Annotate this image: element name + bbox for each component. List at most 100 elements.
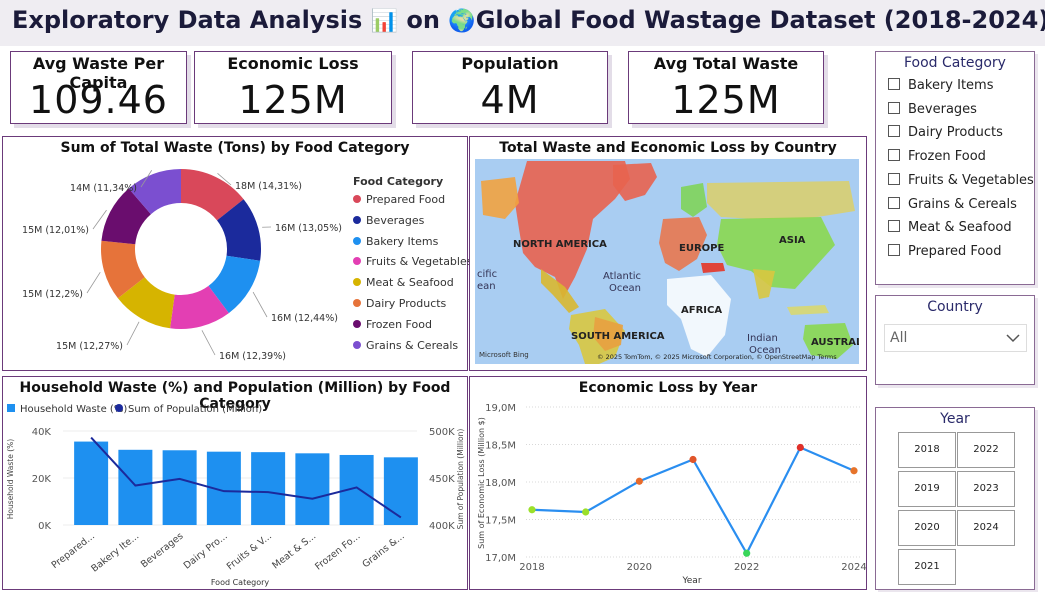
category-option[interactable]: Prepared Food [888, 243, 1002, 259]
checkbox[interactable] [888, 149, 900, 162]
kpi-avg-total-waste[interactable]: Avg Total Waste 125M [628, 51, 824, 124]
combo-bar[interactable] [74, 441, 109, 525]
line-point[interactable] [528, 506, 536, 514]
legend-dot [7, 404, 15, 412]
kpi-label: Avg Total Waste [653, 54, 799, 73]
line-x-tick: 2020 [627, 562, 652, 573]
line-ylabel: Sum of Economic Loss (Million $) [477, 417, 486, 549]
line-point[interactable] [796, 443, 804, 452]
kpi-label: Population [461, 54, 559, 73]
line-y-tick: 17,0M [485, 553, 516, 564]
world-map[interactable]: NORTH AMERICA EUROPE ASIA Atlantic Ocean… [475, 159, 859, 364]
donut-legend-item[interactable]: Beverages [353, 214, 424, 227]
category-option[interactable]: Dairy Products [888, 125, 1003, 140]
line-xlabel: Year [681, 576, 701, 586]
donut-legend-item[interactable]: Bakery Items [353, 235, 438, 248]
category-option[interactable]: Fruits & Vegetables [888, 172, 1034, 188]
map-region-asia [717, 217, 835, 289]
checkbox[interactable] [888, 243, 900, 256]
category-option[interactable]: Beverages [888, 101, 977, 117]
combo-x-tick: Fruits & V... [225, 531, 274, 573]
kpi-label: Economic Loss [227, 54, 359, 73]
checkbox[interactable] [888, 220, 900, 233]
legend-label: Bakery Items [366, 234, 439, 248]
line-point[interactable] [635, 477, 643, 485]
combo-bar[interactable] [162, 450, 197, 525]
combo-x-tick: Dairy Pro... [182, 531, 230, 572]
year-button[interactable]: 2019 [898, 471, 956, 507]
category-option-label: Fruits & Vegetables [908, 172, 1034, 188]
line-point[interactable] [743, 549, 751, 557]
map-copyright[interactable]: © 2025 TomTom, © 2025 Microsoft Corporat… [597, 353, 837, 361]
line-point[interactable] [582, 508, 590, 516]
checkbox[interactable] [888, 125, 900, 138]
kpi-economic-loss[interactable]: Economic Loss 125M [194, 51, 392, 124]
combo-right-tick: 450K [429, 474, 455, 485]
country-dropdown-value: All [890, 330, 908, 346]
donut-legend-item[interactable]: Meat & Seafood [353, 276, 454, 289]
checkbox[interactable] [888, 101, 900, 114]
year-button[interactable]: 2020 [898, 510, 956, 546]
line-point[interactable] [689, 455, 697, 464]
category-option[interactable]: Grains & Cereals [888, 196, 1017, 212]
donut-leader-line [126, 321, 140, 346]
checkbox[interactable] [888, 172, 900, 185]
line-chart-panel[interactable]: Economic Loss by Year 17,0M 17,5M 18,0M 18,… [469, 376, 867, 590]
combo-x-tick: Frozen Fo... [313, 531, 362, 573]
donut-slice[interactable] [117, 277, 175, 329]
year-button[interactable]: 2024 [957, 510, 1015, 546]
line-y-tick: 18,0M [485, 478, 516, 489]
donut-legend-item[interactable]: Dairy Products [353, 297, 446, 310]
donut-legend-item[interactable]: Prepared Food [353, 193, 445, 206]
donut-legend-item[interactable]: Grains & Cereals [353, 339, 458, 352]
kpi-population[interactable]: Population 4M [412, 51, 608, 124]
category-option[interactable]: Bakery Items [888, 78, 993, 93]
combo-bar[interactable] [383, 457, 418, 525]
donut-slice[interactable] [170, 285, 229, 329]
title-main: Global Food Wastage Dataset (2018-2024) [475, 6, 1045, 34]
donut-slice[interactable] [208, 255, 261, 314]
category-option[interactable]: Meat & Seafood [888, 220, 1012, 235]
donut-data-label: 15M (12,27%) [56, 341, 123, 352]
combo-bar[interactable] [118, 449, 153, 525]
donut-slice[interactable] [217, 199, 261, 261]
donut-slice[interactable] [100, 240, 145, 299]
donut-chart: 18M (14,31%) 16M (13,05%) 16M (12,44%) 16M … [22, 169, 342, 362]
year-button[interactable]: 2023 [957, 471, 1015, 507]
map-label-ocean-atlantic: Ocean [609, 283, 641, 294]
category-option[interactable]: Frozen Food [888, 149, 986, 164]
category-option-label: Prepared Food [908, 243, 1002, 259]
checkbox[interactable] [888, 196, 900, 209]
year-button[interactable]: 2022 [957, 432, 1015, 468]
donut-slice[interactable] [181, 169, 244, 221]
economic-loss-line[interactable] [531, 446, 855, 556]
map-region-central-america [541, 269, 579, 313]
donut-legend-item[interactable]: Frozen Food [353, 318, 432, 331]
country-dropdown[interactable]: All [884, 324, 1027, 352]
year-slicer-title: Year [940, 411, 970, 427]
line-x-tick: 2024 [841, 562, 866, 573]
map-label-north-america: NORTH AMERICA [513, 239, 607, 250]
combo-chart-panel[interactable]: Household Waste (%) and Population (Mill… [2, 376, 468, 590]
combo-bar[interactable] [251, 452, 286, 525]
line-point[interactable] [850, 467, 858, 475]
combo-bar[interactable] [295, 453, 330, 525]
checkbox[interactable] [888, 78, 900, 90]
year-button[interactable]: 2018 [898, 432, 956, 468]
donut-legend-item[interactable]: Fruits & Vegetables [353, 255, 472, 268]
donut-slice[interactable] [101, 188, 151, 245]
donut-slice[interactable] [128, 169, 181, 215]
map-panel[interactable]: Total Waste and Economic Loss by Country [469, 136, 867, 371]
legend-dot [353, 257, 361, 266]
line-y-tick: 19,0M [485, 403, 516, 414]
kpi-avg-waste-per-capita[interactable]: Avg Waste Per Capita 109.46 [10, 51, 187, 124]
combo-chart: 0K 20K 40K 400K 450K 500K Household Waste (%) S… [6, 427, 465, 587]
legend-label: Beverages [366, 213, 425, 227]
legend-dot [353, 278, 361, 287]
combo-population-line[interactable] [90, 436, 402, 519]
map-region-africa [667, 275, 731, 357]
year-button[interactable]: 2021 [898, 549, 956, 585]
map-label-europe: EUROPE [679, 243, 725, 254]
combo-chart-title: Household Waste (%) and Population (Mill… [19, 380, 451, 412]
donut-chart-panel[interactable]: Sum of Total Waste (Tons) by Food Catego… [2, 136, 472, 371]
